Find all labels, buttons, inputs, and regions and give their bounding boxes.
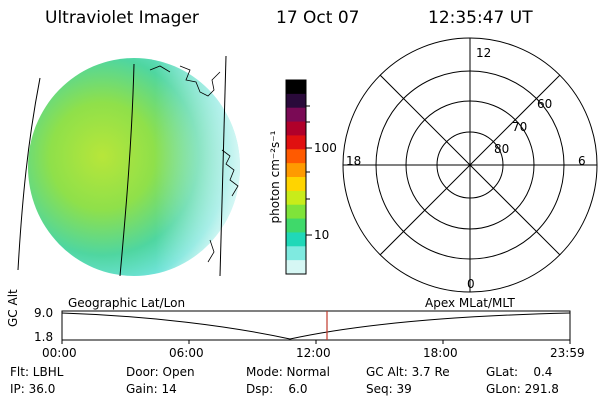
seq-readout: Seq: 39: [366, 382, 412, 396]
instrument-title: Ultraviolet Imager: [45, 8, 199, 28]
mlt-label-0: 0: [467, 277, 475, 291]
colorbar-band: [286, 177, 306, 192]
colorbar-band: [286, 190, 306, 206]
timeline-right-label: Apex MLat/MLT: [425, 296, 515, 310]
intensity-colorbar: [286, 80, 306, 275]
glon-readout: GLon: 291.8: [486, 382, 559, 396]
colorbar-band: [286, 149, 306, 164]
colorbar-band: [286, 121, 306, 136]
colorbar-tick-10: 10: [314, 228, 330, 242]
gc-alt-readout: GC Alt: 3.7 Re: [366, 365, 450, 379]
glat-readout: GLat: 0.4: [486, 365, 553, 379]
colorbar-band: [286, 204, 306, 220]
timeline-xtick-0000: 00:00: [42, 346, 77, 360]
timeline-ytick-1-8: 1.8: [34, 330, 54, 344]
observation-date: 17 Oct 07: [276, 8, 360, 28]
filter-readout: Flt: LBHL: [10, 365, 64, 379]
mode-readout: Mode: Normal: [246, 365, 330, 379]
mlt-label-18: 18: [346, 154, 362, 168]
uv-earth-image: [17, 55, 240, 277]
colorbar-unit-label: photon cm⁻²s⁻¹: [268, 130, 282, 224]
mlt-label-6: 6: [578, 154, 586, 168]
gain-readout: Gain: 14: [126, 382, 177, 396]
timeline-axis-label: GC Alt: [6, 289, 20, 327]
timeline-left-label: Geographic Lat/Lon: [68, 296, 186, 310]
timeline-xtick-2359: 23:59: [550, 346, 585, 360]
timeline-xtick-1800: 18:00: [423, 346, 458, 360]
timeline-xtick-1200: 12:00: [296, 346, 331, 360]
altitude-timeline: [61, 310, 571, 344]
mlt-label-12: 12: [476, 46, 492, 60]
door-readout: Door: Open: [126, 365, 195, 379]
colorbar-band: [286, 246, 306, 261]
colorbar-band: [286, 260, 306, 275]
colorbar-band: [286, 93, 306, 109]
polar-mlt-plot: [342, 37, 598, 293]
lat-label-70: 70: [512, 120, 528, 134]
colorbar-band: [286, 218, 306, 233]
observation-time: 12:35:47 UT: [428, 8, 533, 28]
colorbar-band: [286, 232, 306, 247]
timeline-xtick-0600: 06:00: [169, 346, 204, 360]
ip-readout: IP: 36.0: [10, 382, 56, 396]
colorbar-tick-100: 100: [314, 141, 337, 155]
colorbar-band: [286, 135, 306, 150]
colorbar-band: [286, 107, 306, 123]
dsp-readout: Dsp: 6.0: [246, 382, 308, 396]
colorbar-band: [286, 163, 306, 178]
lat-label-80: 80: [494, 142, 510, 156]
timeline-ytick-9: 9.0: [34, 306, 54, 320]
lat-label-60: 60: [537, 97, 553, 111]
colorbar-band: [286, 80, 306, 95]
